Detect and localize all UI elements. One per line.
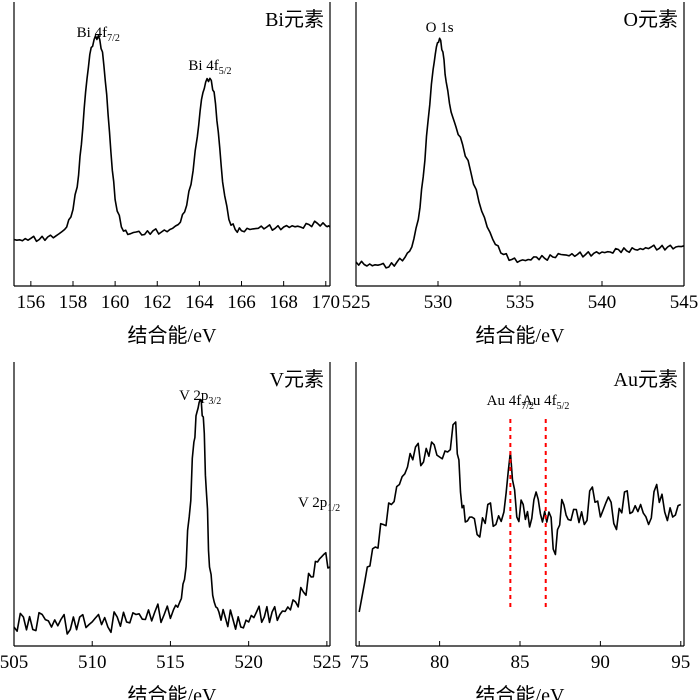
x-tick-label: 545: [670, 292, 699, 313]
x-tick-label: 162: [143, 292, 172, 313]
x-axis-label: 结合能/eV: [128, 684, 217, 700]
x-tick-label: 530: [424, 292, 453, 313]
panel-title: V元素: [270, 368, 324, 391]
panel-3: 505 510 515 520 525 结合能/eV V元素 V 2p3/2 V 2p1/2: [0, 362, 341, 700]
panel-4: 75 80 85 90 95 结合能/eV Au元素 Au 4f7/2Au 4f5/2: [350, 362, 690, 700]
x-tick-label: 510: [78, 652, 107, 673]
panel-1: 156 158 160 162 164 166 168 170 结合能/eV Bi元素 Bi 4f7…: [13, 2, 341, 347]
peak-label: Bi 4f5/2: [188, 58, 231, 77]
x-tick-label: 515: [156, 652, 185, 673]
x-tick-label: 525: [313, 652, 342, 673]
x-tick-label: 75: [350, 652, 369, 673]
panel-title: Au元素: [614, 368, 678, 391]
x-tick-label: 80: [430, 652, 449, 673]
peak-label: Au 4f7/2: [487, 393, 534, 412]
x-tick-label: 158: [59, 292, 88, 313]
series-line: [355, 37, 685, 269]
series-line: [13, 398, 331, 635]
x-tick-label: 540: [588, 292, 617, 313]
panel-title: O元素: [624, 8, 678, 31]
x-axis-label: 结合能/eV: [476, 684, 565, 700]
x-tick-label: 525: [342, 292, 371, 313]
x-tick-label: 90: [591, 652, 610, 673]
x-tick-label: 170: [312, 292, 341, 313]
panel-title: Bi元素: [265, 8, 324, 31]
peak-label: Bi 4f7/2: [77, 25, 120, 44]
x-tick-label: 505: [0, 652, 28, 673]
x-axis-label: 结合能/eV: [128, 324, 217, 347]
x-tick-label: 520: [234, 652, 263, 673]
x-tick-label: 156: [17, 292, 46, 313]
x-tick-label: 95: [671, 652, 690, 673]
x-tick-label: 168: [269, 292, 298, 313]
peak-label: O 1s: [426, 20, 454, 36]
panel-2: 525 530 535 540 545 结合能/eV O元素 O 1s: [342, 2, 699, 347]
x-axis-label: 结合能/eV: [476, 324, 565, 347]
x-tick-label: 85: [511, 652, 530, 673]
peak-label: Au 4f5/2: [522, 393, 569, 412]
x-tick-label: 164: [185, 292, 214, 313]
x-tick-label: 160: [101, 292, 130, 313]
series-line: [13, 34, 331, 243]
x-tick-label: 166: [227, 292, 256, 313]
peak-label: V 2p1/2: [298, 495, 340, 514]
peak-label: V 2p3/2: [179, 388, 221, 407]
x-tick-label: 535: [506, 292, 535, 313]
series-line: [358, 421, 682, 613]
